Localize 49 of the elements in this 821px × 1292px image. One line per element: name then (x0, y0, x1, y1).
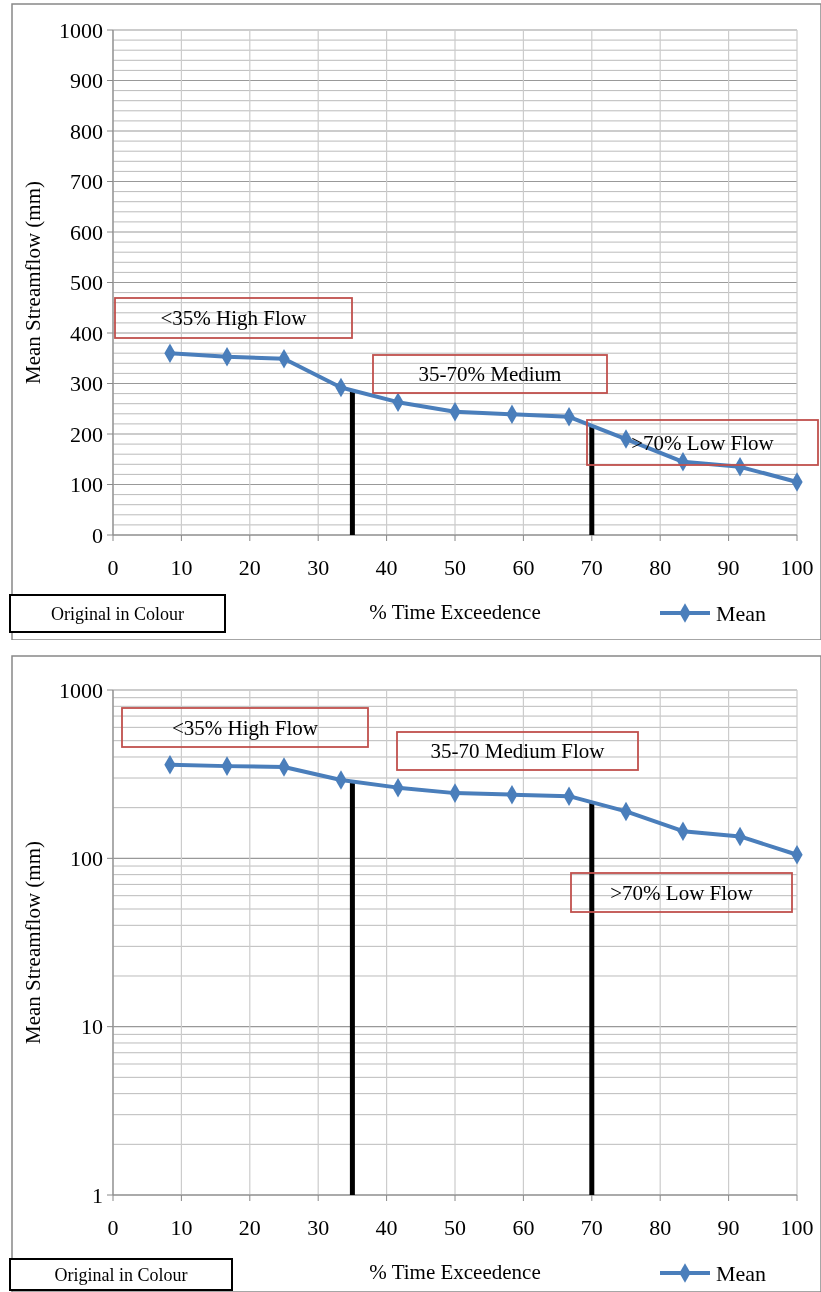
legend-label: Mean (716, 1260, 767, 1286)
y-tick-label: 600 (70, 219, 103, 245)
x-tick-label: 70 (580, 555, 603, 580)
x-tick-label: 100 (780, 555, 814, 580)
legend-label: Mean (716, 600, 767, 626)
x-tick-label: 30 (307, 1215, 330, 1240)
x-tick-label: 60 (512, 555, 535, 580)
text: Original in Colour (54, 1264, 188, 1285)
y-tick-label: 800 (70, 118, 103, 144)
annotation: <35% High Flow (160, 306, 308, 331)
x-tick-label: 90 (717, 1215, 740, 1240)
y-tick-label: 100 (70, 472, 103, 498)
text: Original in Colour (51, 603, 184, 624)
y-tick-label: 0 (92, 522, 103, 548)
y-tick-label: 900 (70, 68, 103, 94)
x-tick-label: 10 (170, 555, 193, 580)
x-tick-label: 50 (444, 555, 466, 580)
x-tick-label: 100 (780, 1215, 814, 1240)
y-tick-label: 700 (70, 169, 103, 195)
x-axis-title: % Time Exceedence (369, 600, 541, 624)
y-tick-label: 1 (92, 1182, 103, 1208)
x-tick-label: 40 (375, 1215, 398, 1240)
y-tick-label: 200 (70, 421, 103, 447)
x-tick-label: 50 (444, 1215, 466, 1240)
x-tick-label: 40 (375, 555, 398, 580)
x-axis-title: % Time Exceedence (369, 1260, 541, 1284)
y-tick-label: 400 (70, 320, 103, 346)
x-tick-label: 90 (717, 555, 740, 580)
x-tick-label: 80 (649, 1215, 672, 1240)
y-tick-label: 1000 (59, 677, 103, 703)
x-tick-label: 20 (238, 1215, 261, 1240)
y-tick-label: 10 (81, 1014, 103, 1040)
y-axis-title: Mean Streamflow (mm) (21, 181, 45, 384)
x-tick-label: 60 (512, 1215, 535, 1240)
y-tick-label: 1000 (59, 17, 103, 43)
y-axis-title: Mean Streamflow (mm) (21, 841, 45, 1044)
y-tick-label: 500 (70, 270, 103, 296)
x-tick-label: 70 (580, 1215, 603, 1240)
x-tick-label: 80 (649, 555, 672, 580)
y-tick-label: 100 (70, 846, 103, 872)
annotation: >70% Low Flow (631, 430, 775, 455)
y-tick-label: 300 (70, 371, 103, 397)
x-tick-label: 20 (238, 555, 261, 580)
annotation: 35-70% Medium (418, 362, 562, 387)
annotation: 35-70 Medium Flow (430, 739, 606, 764)
x-tick-label: 30 (307, 555, 330, 580)
x-tick-label: 10 (170, 1215, 193, 1240)
annotation: >70% Low Flow (610, 880, 754, 905)
annotation: <35% High Flow (171, 715, 319, 740)
